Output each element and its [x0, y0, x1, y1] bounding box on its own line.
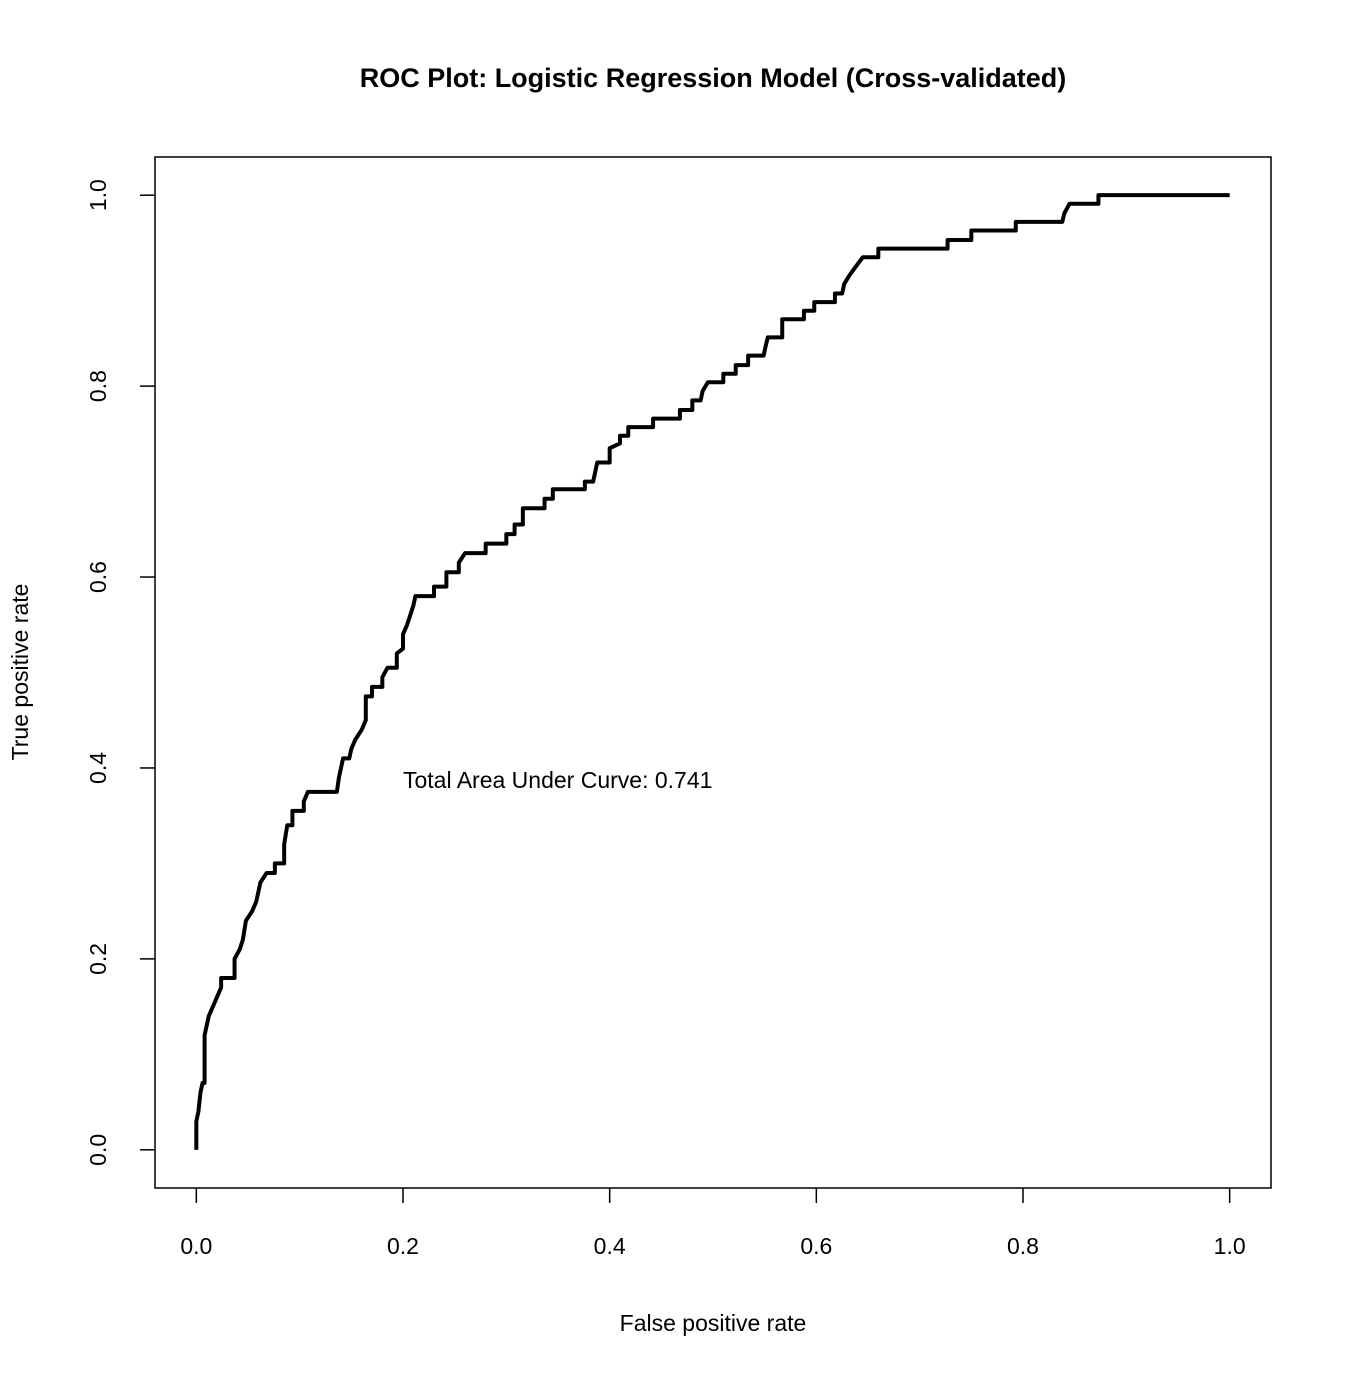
plot-frame	[154, 156, 1272, 1189]
y-tick-label: 0.6	[85, 561, 111, 593]
x-tick-label: 0.4	[594, 1233, 626, 1259]
x-tick-label: 0.6	[800, 1233, 832, 1259]
x-tick-label: 0.8	[1007, 1233, 1039, 1259]
y-tick-label: 0.8	[85, 370, 111, 402]
x-axis-label: False positive rate	[620, 1310, 807, 1336]
y-axis-label: True positive rate	[7, 584, 33, 761]
y-tick-label: 0.2	[85, 943, 111, 975]
y-tick-label: 1.0	[85, 179, 111, 211]
y-tick-label: 0.4	[85, 752, 111, 784]
roc-curve	[194, 193, 1230, 1150]
x-tick-label: 0.0	[180, 1233, 212, 1259]
chart-title: ROC Plot: Logistic Regression Model (Cro…	[360, 63, 1067, 93]
x-tick-label: 1.0	[1214, 1233, 1246, 1259]
annotation: Total Area Under Curve: 0.741	[403, 767, 712, 793]
x-tick-label: 0.2	[387, 1233, 419, 1259]
y-tick-label: 0.0	[85, 1134, 111, 1166]
